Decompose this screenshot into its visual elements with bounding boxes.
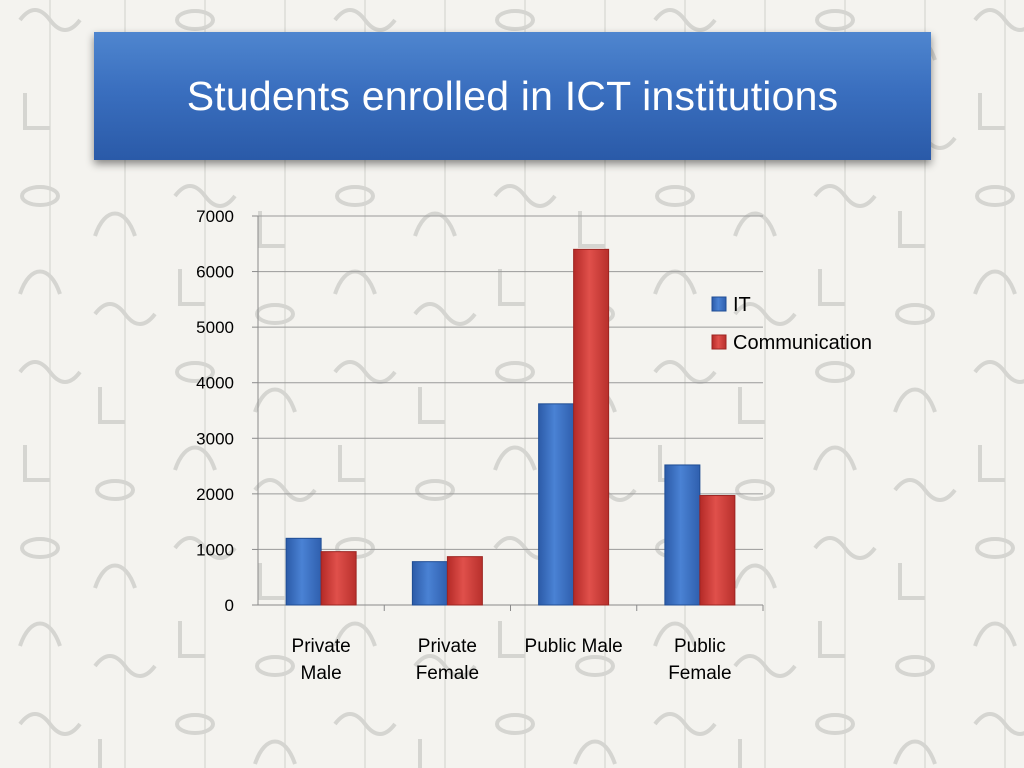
bar-it [664, 464, 701, 606]
y-tick-label: 2000 [196, 485, 234, 504]
x-axis-labels: Private Male Private Female Public Male Publi… [292, 605, 764, 684]
bar-communication [699, 495, 736, 606]
x-category-label: Female [416, 663, 479, 684]
legend-swatch-it [711, 296, 727, 312]
bar-it [285, 537, 322, 606]
y-tick-label: 5000 [196, 318, 234, 337]
y-tick-label: 1000 [196, 540, 234, 559]
title-banner: Students enrolled in ICT institutions [94, 32, 931, 160]
legend-label: IT [733, 294, 751, 316]
bar-it [411, 561, 448, 606]
bar-communication [320, 551, 357, 606]
x-category-label: Private [292, 636, 351, 657]
y-tick-label: 0 [225, 596, 234, 615]
y-tick-label: 7000 [196, 207, 234, 226]
slide-title: Students enrolled in ICT institutions [186, 72, 839, 119]
bars [285, 248, 736, 606]
legend: IT Communication [711, 294, 872, 354]
y-tick-label: 4000 [196, 374, 234, 393]
x-category-label: Public [674, 636, 726, 657]
bar-communication [573, 248, 610, 606]
x-category-label: Female [668, 663, 731, 684]
legend-label: Communication [733, 332, 872, 354]
x-category-label: Private [418, 636, 477, 657]
x-category-label: Male [301, 663, 342, 684]
bar-it [538, 403, 575, 606]
y-tick-label: 3000 [196, 429, 234, 448]
bar-communication [446, 556, 483, 606]
y-tick-label: 6000 [196, 263, 234, 282]
legend-swatch-communication [711, 334, 727, 350]
x-category-label: Public Male [525, 636, 623, 657]
y-axis-ticks: 0 1000 2000 3000 4000 5000 6000 7000 [196, 207, 258, 615]
